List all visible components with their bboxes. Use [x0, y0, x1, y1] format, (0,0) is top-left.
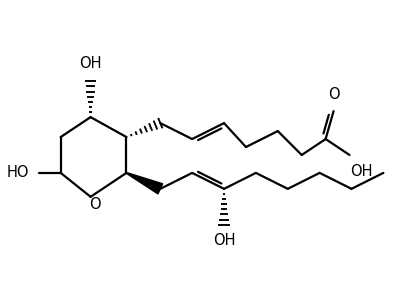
Text: OH: OH [212, 233, 235, 249]
Text: O: O [89, 197, 100, 212]
Text: HO: HO [6, 165, 29, 180]
Text: O: O [327, 87, 338, 103]
Text: OH: OH [79, 56, 101, 71]
Polygon shape [126, 173, 162, 194]
Text: OH: OH [349, 164, 372, 179]
